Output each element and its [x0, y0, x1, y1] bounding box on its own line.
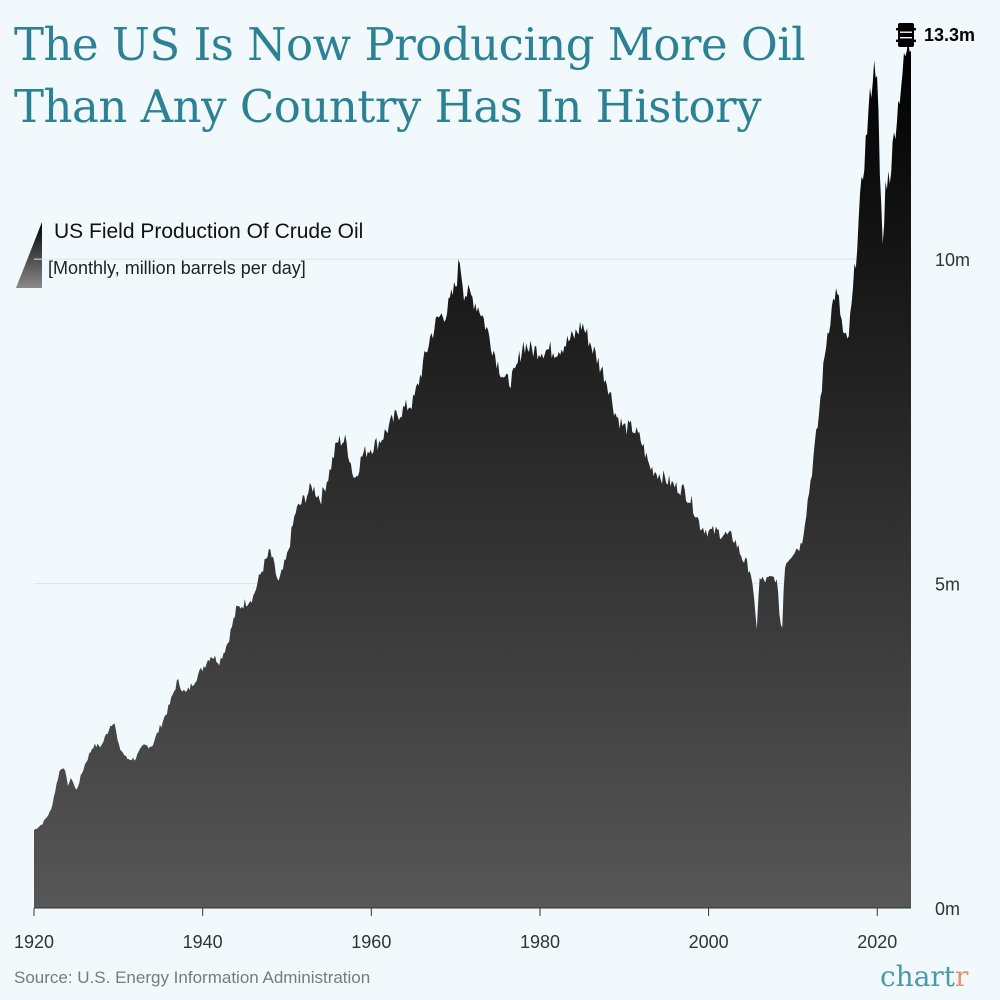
x-axis: 1920 1940 1960 1980 2000 2020: [14, 907, 911, 952]
y-tick-label: 5m: [935, 575, 960, 595]
brand-accent: r: [955, 960, 969, 993]
x-tick-label: 1980: [520, 932, 560, 952]
source-note: Source: U.S. Energy Information Administ…: [14, 968, 371, 987]
y-axis: 0m 5m 10m: [935, 250, 970, 919]
gradient-wedge-icon: [16, 222, 42, 288]
y-tick-label: 0m: [935, 899, 960, 919]
title-line-1: The US Is Now Producing More Oil: [14, 18, 806, 71]
oil-barrel-icon: [896, 23, 916, 47]
legend-title: US Field Production Of Crude Oil: [54, 220, 364, 243]
x-tick-label: 2020: [857, 932, 897, 952]
legend-subtitle: [Monthly, million barrels per day]: [48, 258, 306, 278]
x-tick-label: 2000: [689, 932, 729, 952]
peak-value: 13.3m: [924, 24, 976, 45]
title-line-2: Than Any Country Has In History: [14, 80, 762, 133]
x-tick-label: 1920: [14, 932, 54, 952]
x-tick-label: 1960: [351, 932, 391, 952]
y-tick-label: 10m: [935, 250, 970, 270]
brand-main: chart: [880, 960, 956, 993]
production-area: [34, 41, 911, 909]
series-area: [34, 41, 911, 909]
brand-logo: chartr: [880, 960, 968, 993]
x-tick-label: 1940: [183, 932, 223, 952]
peak-annotation: 13.3m: [896, 20, 975, 50]
chart-title: The US Is Now Producing More Oil Than An…: [14, 14, 806, 138]
